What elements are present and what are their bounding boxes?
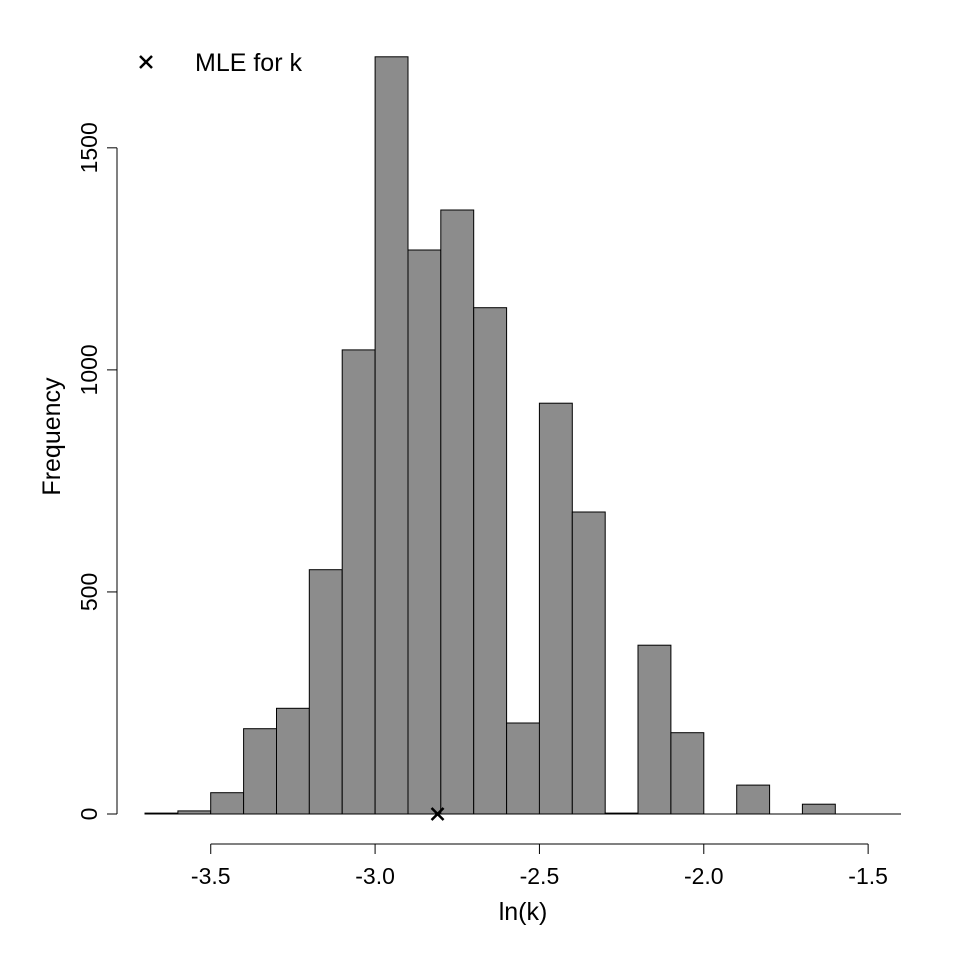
histogram-bar	[736, 784, 771, 815]
cross-stroke	[139, 55, 153, 69]
histogram-bar	[308, 569, 343, 815]
x-axis-ticks: -3.5 -3.0 -2.5 -2.0 -1.5	[191, 844, 888, 889]
histogram-bar	[341, 349, 376, 815]
y-tick-label: 500	[76, 573, 102, 611]
legend-x-marker-icon	[139, 55, 153, 69]
histogram-bar	[801, 803, 836, 815]
legend-label: MLE for k	[195, 49, 302, 77]
histogram-bar	[506, 722, 541, 815]
histogram-bar	[473, 307, 508, 815]
y-tick-label: 1500	[76, 122, 102, 173]
histogram-bar	[276, 707, 310, 815]
x-tick-label: -1.5	[848, 863, 888, 889]
x-axis-title: ln(k)	[499, 898, 548, 926]
histogram-bar	[440, 209, 475, 815]
histogram-bar	[637, 644, 672, 815]
histogram-bar	[407, 249, 442, 815]
x-tick-label: -2.0	[684, 863, 724, 889]
histogram-bars	[144, 56, 836, 815]
histogram-bar	[374, 56, 409, 815]
x-tick-label: -3.0	[355, 863, 395, 889]
y-axis-title: Frequency	[38, 377, 66, 496]
y-tick-label: 1000	[76, 344, 102, 395]
y-tick-label: 0	[76, 808, 102, 821]
histogram-bar	[670, 732, 705, 815]
histogram-bar	[571, 511, 606, 815]
y-axis-ticks: 0 500 1000 1500	[76, 122, 117, 820]
histogram-bar	[210, 792, 245, 815]
histogram-bar	[538, 402, 573, 815]
x-tick-label: -2.5	[520, 863, 560, 889]
legend: MLE for k	[139, 49, 302, 77]
histogram-bar	[243, 728, 278, 815]
x-tick-label: -3.5	[191, 863, 231, 889]
